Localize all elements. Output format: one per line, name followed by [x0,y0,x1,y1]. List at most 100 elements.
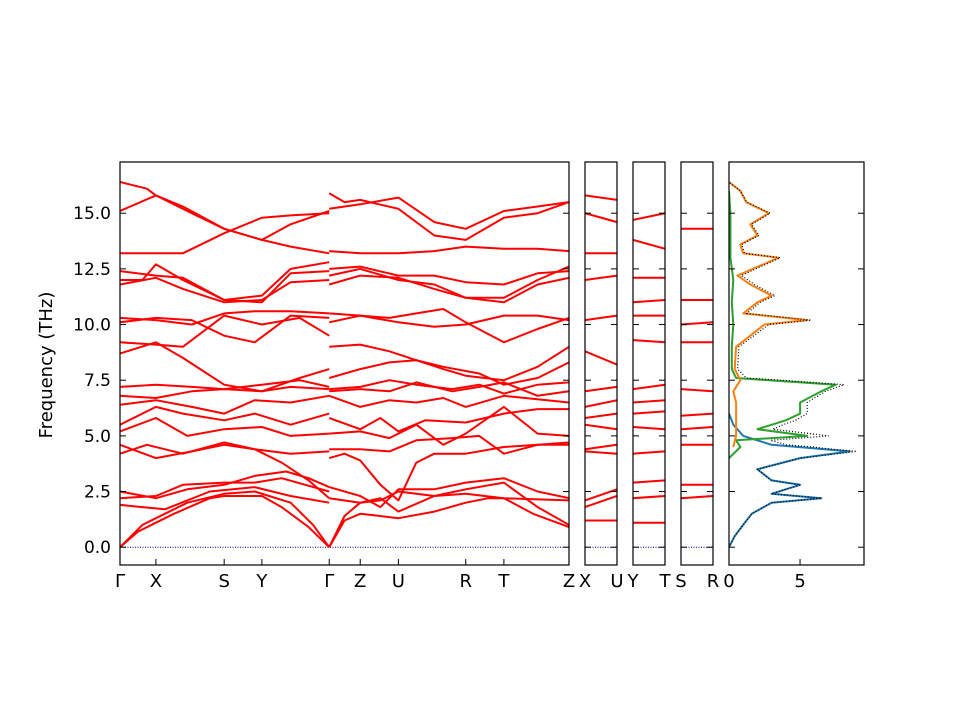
band-panel-2 [585,194,617,548]
phonon-band [681,388,713,393]
phonon-band [120,486,330,511]
phonon-band [120,261,330,301]
x-tick-label: Z [563,571,575,592]
phonon-band [585,274,617,281]
x-tick-label: Γ [324,571,334,592]
phonon-band [633,479,665,484]
phonon-band [633,238,665,250]
x-tick-label: 0 [723,571,734,592]
phonon-band [328,274,569,304]
phonon-band [328,394,569,408]
dos-partial-curve [729,190,837,459]
phonon-band [329,490,569,504]
phonon-band [329,265,569,286]
phonon-band [681,412,713,417]
y-tick-label: 2.5 [84,483,111,503]
x-tick-label: R [459,571,472,592]
y-tick-label: 15.0 [73,204,111,224]
phonon-band [585,194,617,201]
y-tick-label: 12.5 [73,260,111,280]
phonon-band [585,443,617,451]
phonon-band [120,490,331,548]
phonon-band [328,497,569,548]
x-tick-label: Y [627,571,640,592]
phonon-band [328,265,569,299]
x-tick-label: U [392,571,405,592]
phonon-band [585,399,617,408]
axes-layer: Γ X S Y Γ Z U R T Z X U Y T S R0.02.55.07.510.012.515.0… [73,161,865,592]
y-tick-label: 5.0 [84,427,111,447]
phonon-band [585,423,617,431]
x-tick-label: T [659,571,672,592]
dos-total-curve [729,181,857,548]
phonon-band [633,299,665,304]
x-tick-label: U [610,571,623,592]
phonon-band [120,441,330,499]
x-tick-label: X [579,571,591,592]
phonon-band [329,405,569,446]
phonon-band [585,450,617,455]
band-panel-1 [120,181,569,548]
panel-frame [584,161,618,566]
phonon-band [585,350,617,366]
dos-curves [729,181,857,548]
phonon-band [120,263,330,304]
phonon-band [328,477,569,509]
panel-frame [680,161,714,566]
phonon-band [633,426,665,431]
phonon-band [328,359,569,386]
phonon-band [328,314,569,328]
panel-frame [632,161,666,566]
phonon-band [329,343,569,382]
phonon-band [120,314,330,348]
phonon-band [633,339,665,344]
phonon-band [329,379,569,395]
phonon-band [585,488,617,502]
panel-frame [119,161,570,566]
phonon-band [120,379,330,391]
x-tick-label: S [675,571,686,592]
phonon-band [633,410,665,415]
y-tick-label: 7.5 [84,371,111,391]
phonon-band [633,383,665,391]
y-tick-label: 0.0 [84,538,111,558]
phonon-band [633,450,665,455]
dos-partial-curve [729,181,809,448]
x-tick-label: Γ [115,571,125,592]
x-tick-label: X [150,571,162,592]
x-tick-label: S [218,571,229,592]
phonon-band [585,385,617,393]
phonon-band [329,245,569,255]
x-tick-label: T [497,571,510,592]
phonon-band [681,426,713,431]
band-panel-4 [681,227,713,548]
phonon-band [120,276,330,304]
phonon-band [328,443,569,502]
dos-layer [729,181,857,548]
phonon-band [120,495,330,548]
phonon-band [120,181,330,255]
phonon-band [120,310,330,326]
phonon-band [328,192,569,241]
phonon-band [120,394,330,415]
phonon-band [328,481,569,548]
y-axis-label: Frequency (THz) [36,292,57,439]
phonon-band [328,408,569,433]
phonon-band [329,196,569,230]
phonon-band [120,341,330,393]
x-tick-label: Z [354,571,366,592]
phonon-band [585,212,617,224]
phonon-band [681,495,713,500]
phonon-band [120,212,330,255]
phonon-band [633,212,665,221]
phonon-band [329,381,569,397]
phonon-band [120,477,330,500]
x-tick-label: Y [255,571,268,592]
bands-layer [120,181,713,548]
phonon-band [585,495,617,509]
phonon-band [120,417,330,437]
x-tick-label: 5 [794,571,805,592]
phonon-band [120,314,330,344]
